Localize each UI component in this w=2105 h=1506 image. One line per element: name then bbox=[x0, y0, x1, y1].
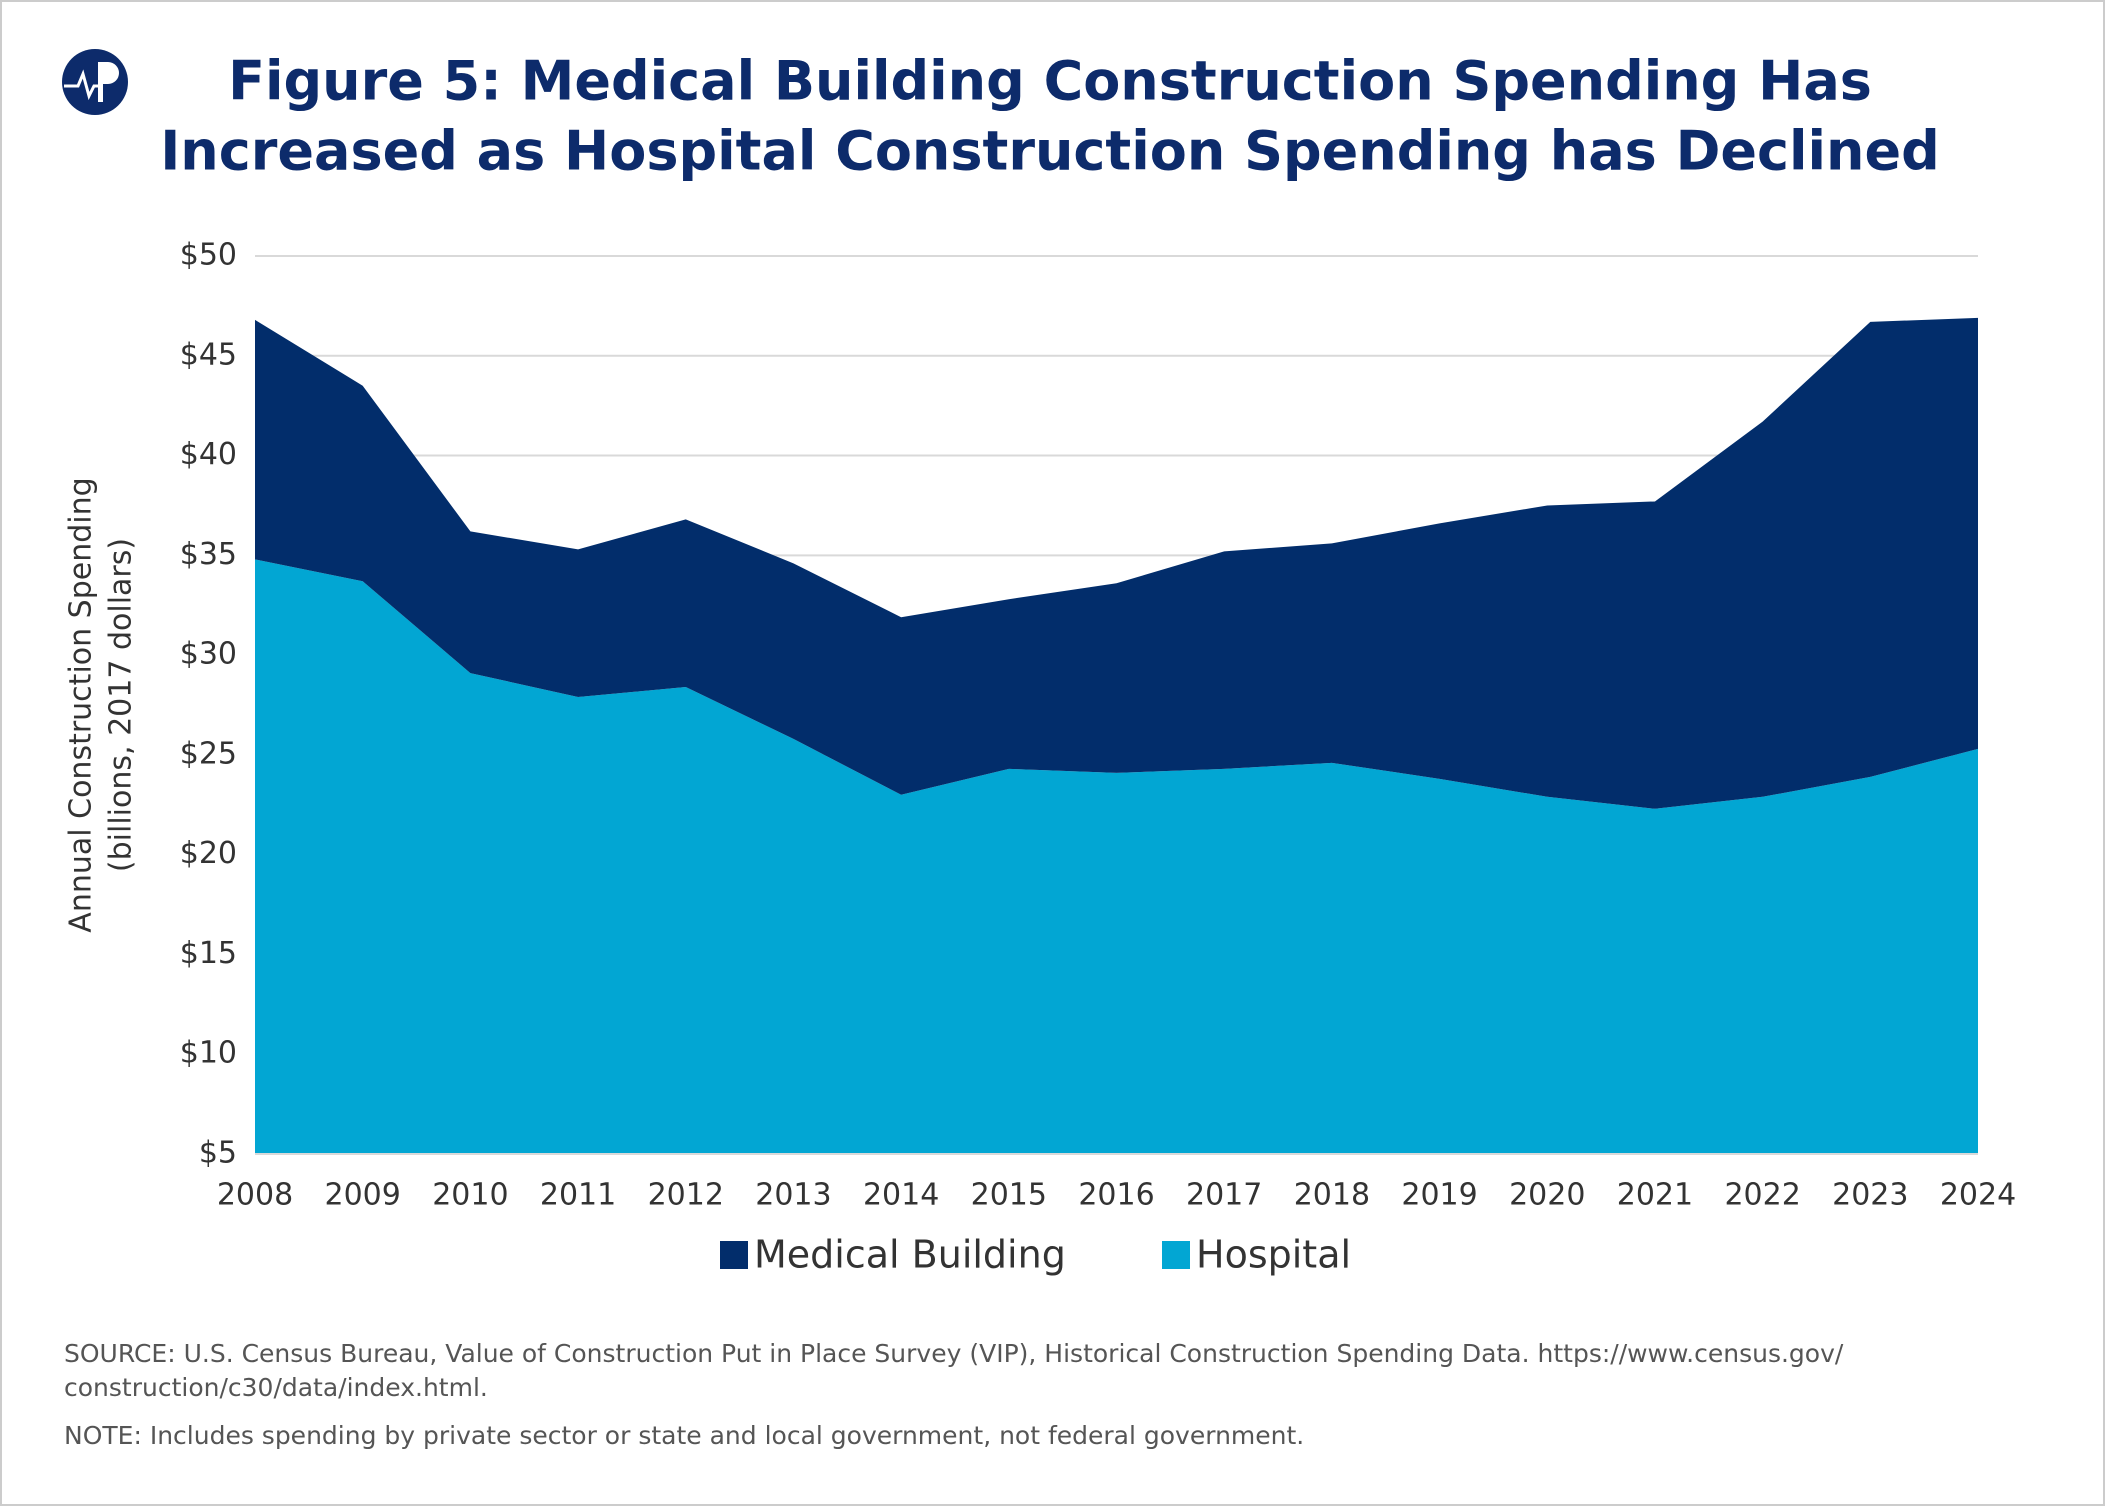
source: construction/c30/data/index.html. bbox=[64, 1373, 488, 1402]
chart-title: Figure 5: Medical Building Construction … bbox=[228, 50, 1872, 113]
x-tick-label: 2021 bbox=[1617, 1178, 1693, 1213]
y-axis-label: Annual Construction Spending bbox=[64, 477, 99, 932]
y-axis-label: (billions, 2017 dollars) bbox=[104, 538, 139, 872]
area bbox=[255, 317, 1978, 809]
y-tick-label: $50 bbox=[180, 238, 237, 273]
x-tick-label: 2008 bbox=[217, 1178, 293, 1213]
x-tick-label: 2013 bbox=[755, 1178, 831, 1213]
area bbox=[255, 559, 1978, 1154]
source: SOURCE: U.S. Census Bureau, Value of Con… bbox=[64, 1339, 1844, 1368]
y-tick-label: $15 bbox=[180, 936, 237, 971]
x-tick-label: 2019 bbox=[1401, 1178, 1477, 1213]
x-tick-label: 2011 bbox=[540, 1178, 616, 1213]
legend-label: Hospital bbox=[1196, 1233, 1351, 1277]
y-tick-label: $10 bbox=[180, 1036, 237, 1071]
x-tick-label: 2009 bbox=[325, 1178, 401, 1213]
y-tick-label: $5 bbox=[199, 1136, 237, 1171]
y-tick-label: $30 bbox=[180, 637, 237, 672]
y-tick-label: $20 bbox=[180, 836, 237, 871]
x-tick-label: 2024 bbox=[1940, 1178, 2016, 1213]
x-tick-label: 2010 bbox=[432, 1178, 508, 1213]
x-tick-label: 2016 bbox=[1078, 1178, 1154, 1213]
x-tick-label: 2022 bbox=[1724, 1178, 1800, 1213]
x-tick-label: 2018 bbox=[1294, 1178, 1370, 1213]
chart-title: Increased as Hospital Construction Spend… bbox=[160, 120, 1940, 183]
x-tick-label: 2023 bbox=[1832, 1178, 1908, 1213]
legend-label: Medical Building bbox=[754, 1233, 1066, 1277]
legend-swatch bbox=[1162, 1241, 1190, 1269]
x-tick-label: 2017 bbox=[1186, 1178, 1262, 1213]
logo bbox=[62, 49, 128, 115]
x-tick-label: 2015 bbox=[971, 1178, 1047, 1213]
y-tick-label: $35 bbox=[180, 537, 237, 572]
y-tick-label: $40 bbox=[180, 437, 237, 472]
x-tick-label: 2012 bbox=[648, 1178, 724, 1213]
legend-swatch bbox=[720, 1241, 748, 1269]
y-tick-label: $25 bbox=[180, 736, 237, 771]
x-tick-label: 2020 bbox=[1509, 1178, 1585, 1213]
note: NOTE: Includes spending by private secto… bbox=[64, 1421, 1304, 1450]
y-tick-label: $45 bbox=[180, 337, 237, 372]
x-tick-label: 2014 bbox=[863, 1178, 939, 1213]
